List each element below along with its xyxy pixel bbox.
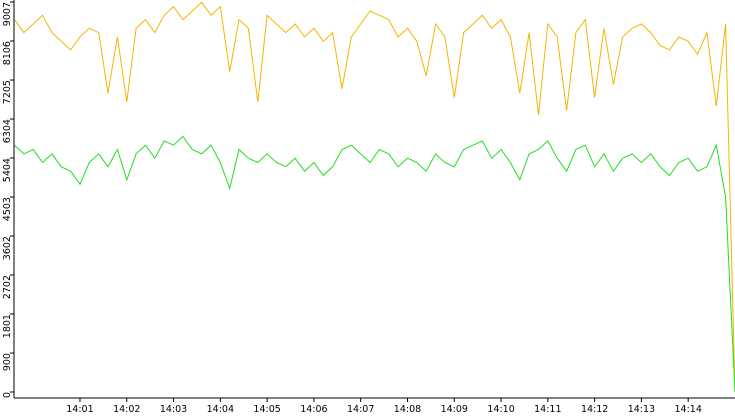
y-tick-label: 900 (2, 353, 13, 371)
x-tick-label: 14:07 (347, 404, 374, 415)
y-tick-label: 8106 (2, 41, 13, 65)
x-tick-label: 14:11 (534, 404, 561, 415)
x-tick-label: 14:14 (675, 404, 702, 415)
x-tick-label: 14:13 (628, 404, 655, 415)
y-tick-label: 7205 (2, 80, 13, 104)
x-tick-label: 14:08 (394, 404, 421, 415)
x-tick-label: 14:04 (207, 404, 234, 415)
y-tick-label: 3602 (2, 236, 13, 260)
x-tick-label: 14:05 (253, 404, 280, 415)
y-tick-label: 5404 (2, 158, 13, 182)
y-tick-label: 0 (2, 392, 13, 398)
x-tick-label: 14:06 (300, 404, 327, 415)
x-tick-label: 14:09 (441, 404, 468, 415)
x-tick-label: 14:01 (66, 404, 93, 415)
y-tick-label: 9007 (2, 2, 13, 26)
y-tick-label: 4503 (2, 197, 13, 221)
x-tick-label: 14:10 (487, 404, 514, 415)
x-tick-label: 14:03 (160, 404, 187, 415)
x-tick-label: 14:02 (113, 404, 140, 415)
y-tick-label: 2702 (2, 275, 13, 299)
y-tick-label: 1801 (2, 314, 13, 338)
x-tick-label: 14:12 (581, 404, 608, 415)
y-tick-label: 6304 (2, 119, 13, 143)
